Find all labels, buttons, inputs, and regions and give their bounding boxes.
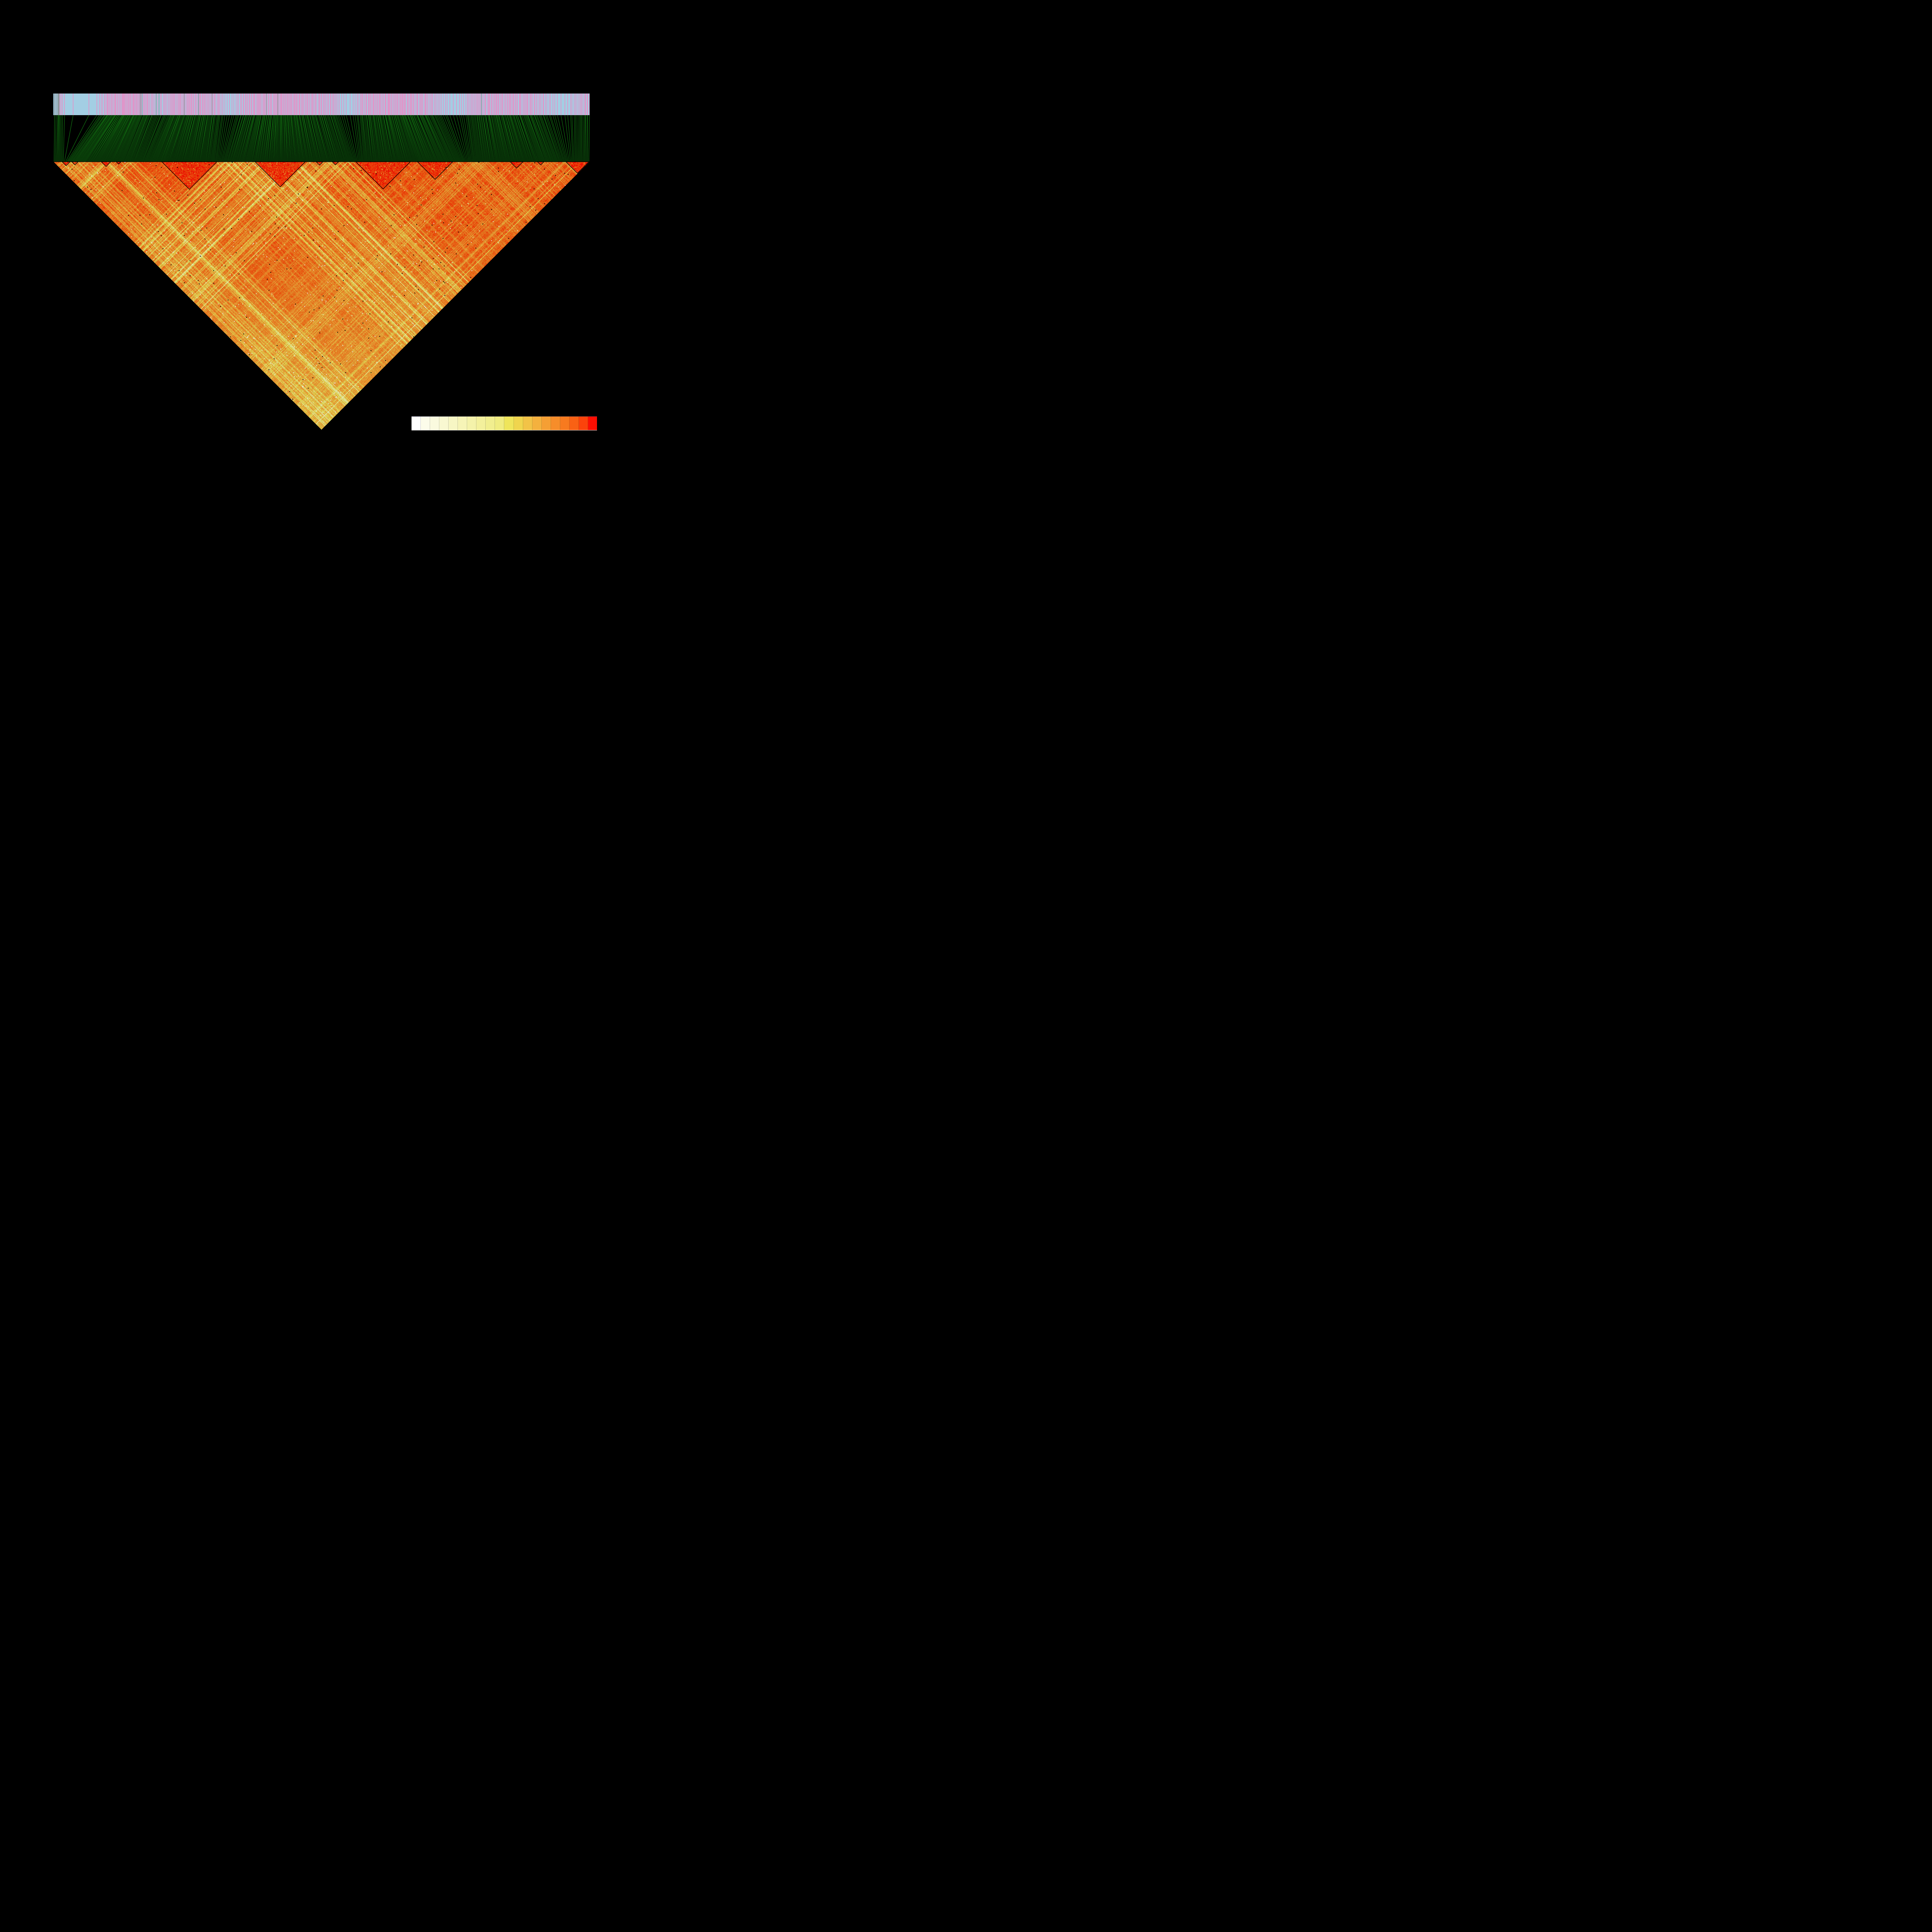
- color-key-swatch: [430, 417, 440, 430]
- color-key-swatch: [569, 417, 579, 430]
- color-key-swatch: [486, 417, 495, 430]
- color-key-swatch: [532, 417, 542, 430]
- color-key-swatch: [421, 417, 430, 430]
- color-key-legend: [412, 416, 597, 430]
- color-key-swatch: [412, 417, 421, 430]
- color-key-swatch: [495, 417, 505, 430]
- ld-heatmap-figure: [0, 0, 617, 456]
- color-key-swatch: [523, 417, 532, 430]
- color-key-swatch: [514, 417, 523, 430]
- color-key-swatch: [551, 417, 560, 430]
- color-key-swatch: [541, 417, 551, 430]
- color-key-swatch: [578, 417, 588, 430]
- color-key-swatch: [449, 417, 458, 430]
- color-key-swatch: [504, 417, 514, 430]
- color-key-swatch: [439, 417, 449, 430]
- color-key-swatch: [560, 417, 570, 430]
- color-key-swatch: [467, 417, 477, 430]
- ld-triangle-heatmap-canvas: [0, 0, 617, 456]
- color-key-swatch: [458, 417, 468, 430]
- color-key-swatch: [476, 417, 486, 430]
- color-key-swatch: [588, 417, 597, 430]
